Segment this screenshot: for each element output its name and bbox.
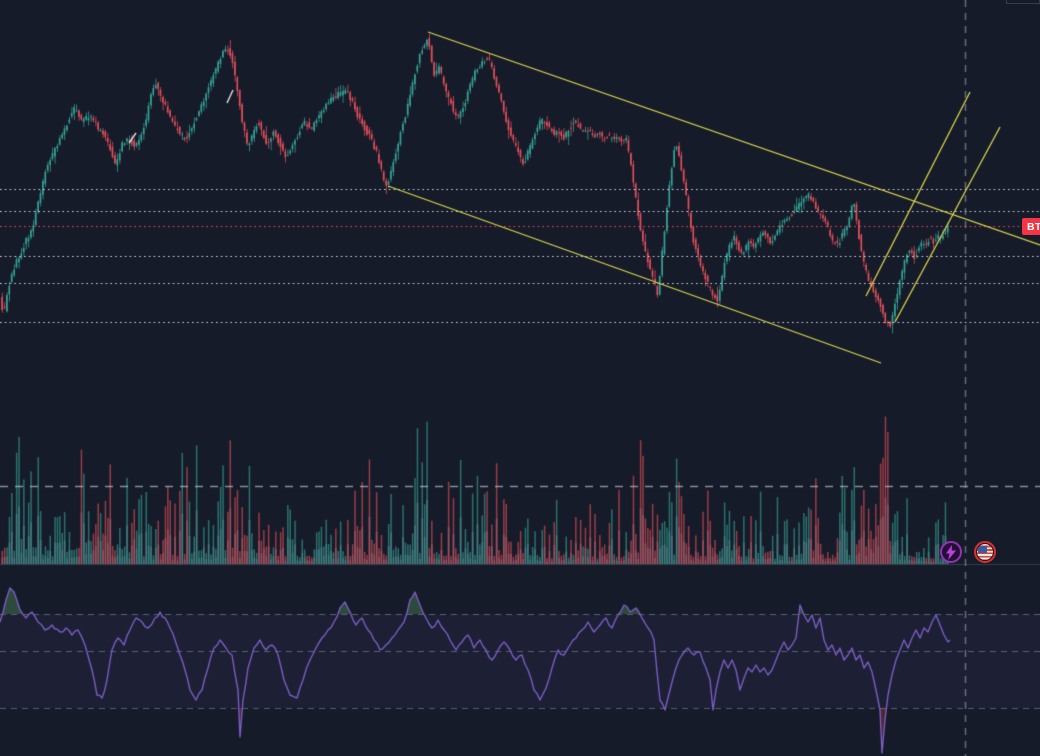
cropped-toolbar-fragment <box>1006 0 1040 4</box>
price-axis-label-text: BT <box>1027 220 1040 233</box>
lightning-bolt-icon <box>946 544 956 560</box>
us-flag-canton <box>978 546 987 553</box>
us-flag-icon <box>977 544 993 560</box>
price-axis-label: BT <box>1022 218 1040 235</box>
us-flag-event-icon[interactable] <box>974 541 996 563</box>
lightning-event-icon[interactable] <box>940 541 962 563</box>
